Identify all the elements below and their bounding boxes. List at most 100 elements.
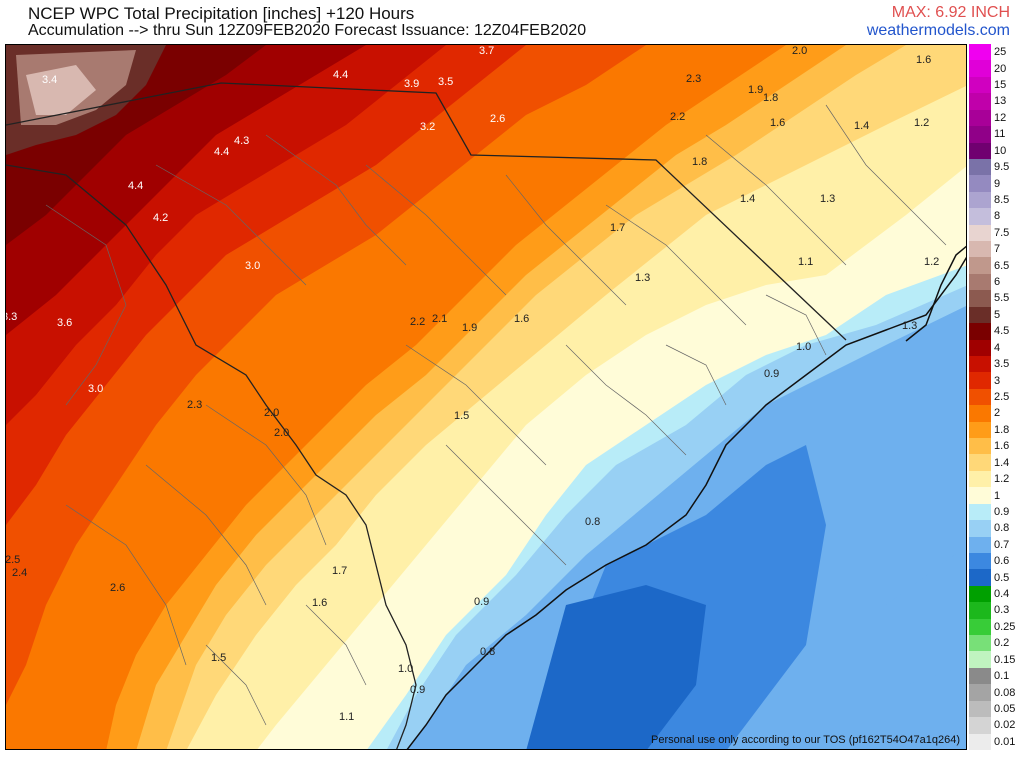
map-label: 4.4 (333, 69, 348, 81)
color-legend: 25 20 15 13 12 11 10 9.5 9 8.5 8 7.5 7 6.5 6 5.5 5 4.5 4 3.… (967, 44, 1024, 751)
legend-swatch (969, 224, 991, 242)
precipitation-map: 3.4 4.4 3.9 3.5 3.7 2.0 1.6 2.3 1.9 1.8 … (5, 44, 967, 750)
legend-swatch (969, 241, 991, 258)
legend-swatch (969, 405, 991, 423)
legend-swatch (969, 733, 991, 751)
map-subtitle: Accumulation --> thru Sun 12Z09FEB2020 F… (28, 22, 587, 39)
map-label: 2.6 (110, 582, 125, 594)
map-label: 2.2 (410, 316, 425, 328)
legend-label: 4.5 (994, 325, 1010, 338)
legend-label: 1.6 (994, 440, 1010, 453)
legend-swatch (969, 60, 991, 78)
legend-label: 15 (994, 79, 1007, 92)
legend-label: 8.5 (994, 193, 1010, 206)
map-label: 1.3 (820, 193, 835, 205)
legend-label: 0.02 (994, 719, 1016, 732)
legend-swatch (969, 339, 991, 357)
map-label: 1.9 (462, 322, 477, 334)
map-label: 1.3 (902, 320, 917, 332)
map-label: 3.0 (88, 383, 103, 395)
map-label: 1.7 (610, 222, 625, 234)
legend-label: 0.9 (994, 505, 1010, 518)
legend-label: 3 (994, 374, 1001, 387)
legend-label: 2.5 (994, 391, 1010, 403)
legend-swatch (969, 717, 991, 735)
map-label: 2.4 (12, 567, 27, 579)
legend-swatch (969, 142, 991, 160)
legend-swatch (969, 569, 991, 587)
legend-swatch (969, 126, 991, 143)
map-label: 1.5 (211, 652, 226, 664)
map-label: 3.6 (57, 317, 72, 329)
legend-label: 1.8 (994, 423, 1010, 436)
legend-swatch (969, 667, 991, 685)
map-value-labels: 3.4 4.4 3.9 3.5 3.7 2.0 1.6 2.3 1.9 1.8 … (6, 45, 939, 723)
legend-label: 1.2 (994, 473, 1010, 486)
county-lines (45, 104, 947, 726)
legend-swatch (969, 618, 991, 636)
river-border (6, 164, 417, 749)
map-label: 1.6 (916, 54, 931, 66)
band-0-5 (526, 585, 706, 749)
legend-label: 0.3 (994, 604, 1010, 617)
legend-swatch (969, 76, 991, 94)
map-label: 1.7 (332, 565, 347, 577)
legend-swatch (969, 93, 991, 111)
legend-label: 0.6 (994, 555, 1010, 568)
map-label: 1.4 (740, 193, 755, 205)
legend-swatch (969, 520, 991, 538)
legend-swatch (969, 635, 991, 652)
map-label: 1.8 (692, 156, 707, 168)
map-label: 1.1 (798, 256, 813, 268)
legend-swatch (969, 175, 991, 193)
map-label: 2.0 (274, 427, 289, 439)
legend-swatch (969, 306, 991, 324)
map-label: 3.3 (6, 311, 17, 323)
map-label: 3.2 (420, 121, 435, 133)
map-label: 2.2 (670, 111, 685, 123)
map-label: 0.8 (480, 646, 495, 658)
map-label: 4.4 (214, 146, 229, 158)
map-label: 1.4 (854, 120, 869, 132)
state-border (6, 82, 847, 341)
legend-label: 1.4 (994, 456, 1010, 469)
map-label: 4.3 (234, 135, 249, 147)
legend-swatch (969, 470, 991, 488)
map-label: 2.1 (432, 313, 447, 325)
legend-swatch (969, 536, 991, 554)
map-label: 2.0 (792, 45, 807, 57)
map-label: 4.4 (128, 180, 143, 192)
legend-label: 0.15 (994, 653, 1016, 666)
legend-label: 0.8 (994, 522, 1010, 535)
legend-label: 6 (994, 276, 1001, 289)
legend-label: 20 (994, 62, 1007, 75)
map-label: 2.3 (187, 399, 202, 411)
map-title: NCEP WPC Total Precipitation [inches] +1… (28, 4, 415, 23)
map-label: 2.6 (490, 113, 505, 125)
legend-label: 4 (994, 341, 1001, 354)
site-link[interactable]: weathermodels.com (866, 22, 1010, 39)
legend-label: 12 (994, 111, 1007, 124)
legend-swatch (969, 273, 991, 291)
legend-label: 0.08 (994, 686, 1016, 699)
legend-label: 7 (994, 243, 1001, 256)
map-label: 0.9 (410, 684, 425, 696)
map-label: 3.9 (404, 78, 419, 90)
tos-notice: Personal use only according to our TOS (… (650, 734, 960, 746)
legend-swatch (969, 700, 991, 718)
map-label: 4.2 (153, 212, 168, 224)
map-label: 1.5 (454, 410, 469, 422)
legend-label: 0.25 (994, 620, 1016, 633)
legend-swatch (969, 552, 991, 570)
map-label: 1.2 (914, 117, 929, 129)
max-value-label: MAX: 6.92 INCH (891, 4, 1010, 21)
map-header: NCEP WPC Total Precipitation [inches] +1… (0, 0, 1024, 44)
legend-swatch (969, 109, 991, 127)
legend-swatch (969, 158, 991, 176)
legend-swatch (969, 421, 991, 439)
map-label: 1.0 (796, 341, 811, 353)
map-label: 1.6 (770, 117, 785, 129)
legend-label: 8 (994, 210, 1001, 223)
band-7-0 (26, 65, 96, 115)
legend-swatch (969, 503, 991, 521)
